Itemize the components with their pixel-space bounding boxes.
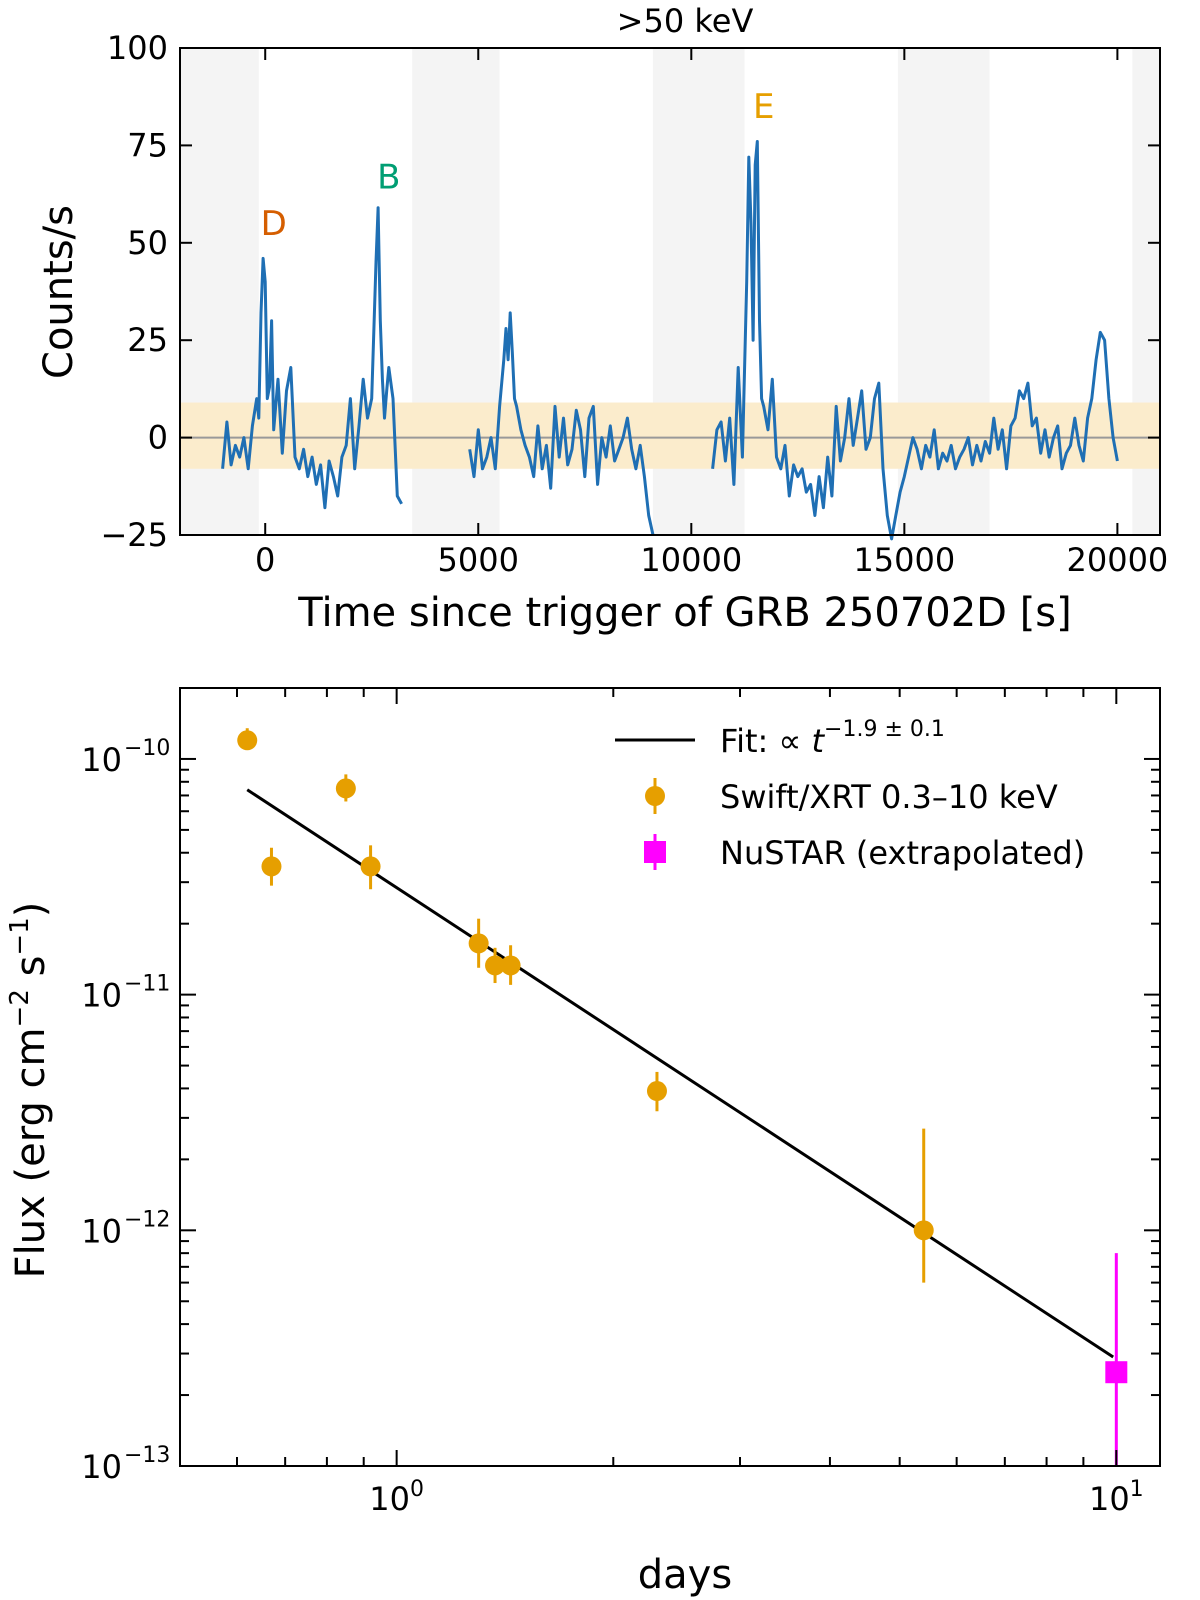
peak-label: B	[377, 157, 400, 197]
y-tick-label: 10−11	[81, 972, 170, 1015]
peak-label: E	[753, 87, 774, 127]
peak-labels: D B E	[261, 87, 775, 244]
legend-swatch-marker	[645, 786, 665, 806]
fit-line	[246, 788, 1114, 1359]
y-tick-label: −25	[100, 516, 168, 554]
bottom-plot-frame	[179, 687, 1161, 1467]
y-tick-label: 75	[127, 126, 168, 164]
data-point	[485, 955, 506, 976]
legend-swatch-marker	[644, 841, 666, 863]
data-point	[360, 856, 381, 877]
lightcurve-segment	[221, 206, 403, 510]
legend-fit-label: Fit: ∝ t−1.9 ± 0.1	[720, 717, 945, 760]
data-point	[261, 856, 282, 877]
legend-series-label: NuSTAR (extrapolated)	[720, 834, 1085, 872]
top-panel: D B E 0 5000 10000 15000 20000 −25 0 25 50 75 100 >…	[36, 2, 1168, 636]
data-point	[646, 1081, 667, 1102]
x-tick-label: 5000	[438, 541, 519, 579]
y-tick-label: 10−12	[81, 1207, 170, 1250]
top-y-axis-label: Counts/s	[36, 205, 82, 379]
y-tick-label: 10−10	[81, 736, 170, 779]
y-tick-label: 25	[127, 321, 168, 359]
lightcurve-segment	[711, 140, 1119, 541]
top-chart-title: >50 keV	[617, 2, 754, 40]
y-tick-label: 10−13	[81, 1443, 170, 1486]
x-tick-label: 20000	[1066, 541, 1168, 579]
flux-points	[237, 728, 1128, 1466]
data-point	[335, 778, 356, 799]
y-tick-label: 50	[127, 224, 168, 262]
data-point	[468, 933, 489, 954]
bottom-panel: 100 101 10−13 10−12 10−11 10−10 Fit: ∝ t−1.9…	[5, 687, 1161, 1598]
bottom-y-ticks: 10−13 10−12 10−11 10−10	[81, 687, 1160, 1486]
y-tick-label: 100	[107, 29, 168, 67]
x-tick-label: 0	[255, 541, 275, 579]
data-point	[500, 955, 521, 976]
bottom-x-axis-label: days	[638, 1552, 732, 1598]
data-point	[237, 730, 258, 751]
lightcurve-segment	[468, 311, 655, 536]
baseline-band	[180, 402, 1160, 469]
fit-line-path	[246, 788, 1114, 1359]
top-y-ticks: −25 0 25 50 75 100	[100, 29, 1160, 554]
lightcurve-lines	[221, 140, 1119, 541]
x-tick-label: 100	[369, 1477, 424, 1518]
data-point	[913, 1220, 934, 1241]
x-tick-label: 15000	[853, 541, 955, 579]
legend-series-label: Swift/XRT 0.3–10 keV	[720, 778, 1058, 816]
top-plot-frame	[179, 47, 1161, 536]
top-x-axis-label: Time since trigger of GRB 250702D [s]	[297, 590, 1072, 636]
bottom-y-axis-label: Flux (erg cm−2 s−1)	[5, 902, 54, 1279]
legend: Fit: ∝ t−1.9 ± 0.1 Swift/XRT 0.3–10 keV Nu…	[615, 717, 1085, 872]
peak-label: D	[261, 204, 287, 244]
y-tick-label: 0	[148, 419, 168, 457]
x-tick-label: 10000	[640, 541, 742, 579]
data-point	[1105, 1361, 1128, 1384]
top-x-ticks: 0 5000 10000 15000 20000	[255, 48, 1168, 579]
x-tick-label: 101	[1089, 1477, 1144, 1518]
